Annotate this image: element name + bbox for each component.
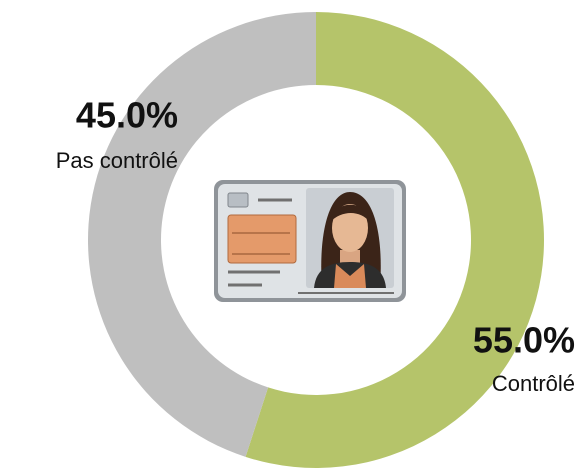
id-card-icon (214, 180, 406, 302)
value-label: 55.0% (473, 320, 575, 361)
donut-segment (245, 12, 545, 468)
value-label: 45.0% (76, 95, 178, 136)
category-label: Pas contrôlé (56, 148, 178, 173)
category-label: Contrôlé (492, 371, 575, 396)
donut-segment (88, 12, 316, 457)
